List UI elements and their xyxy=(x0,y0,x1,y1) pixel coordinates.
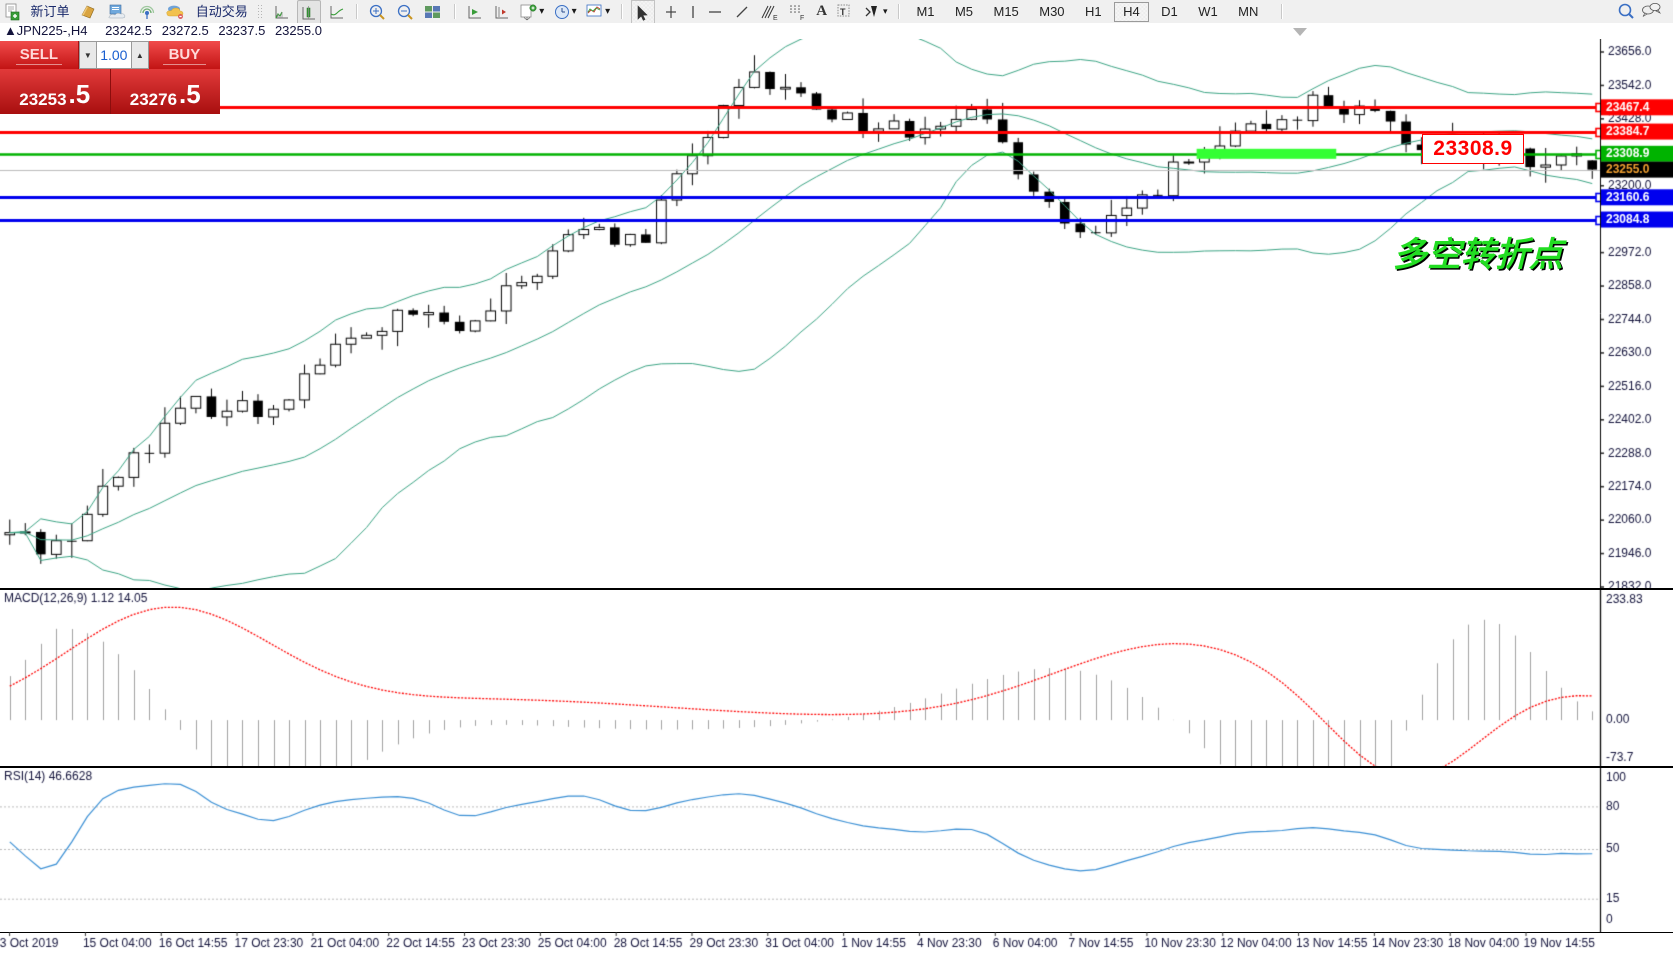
svg-text:T: T xyxy=(840,7,846,17)
svg-text:E: E xyxy=(773,15,778,21)
svg-text:F: F xyxy=(800,15,804,21)
